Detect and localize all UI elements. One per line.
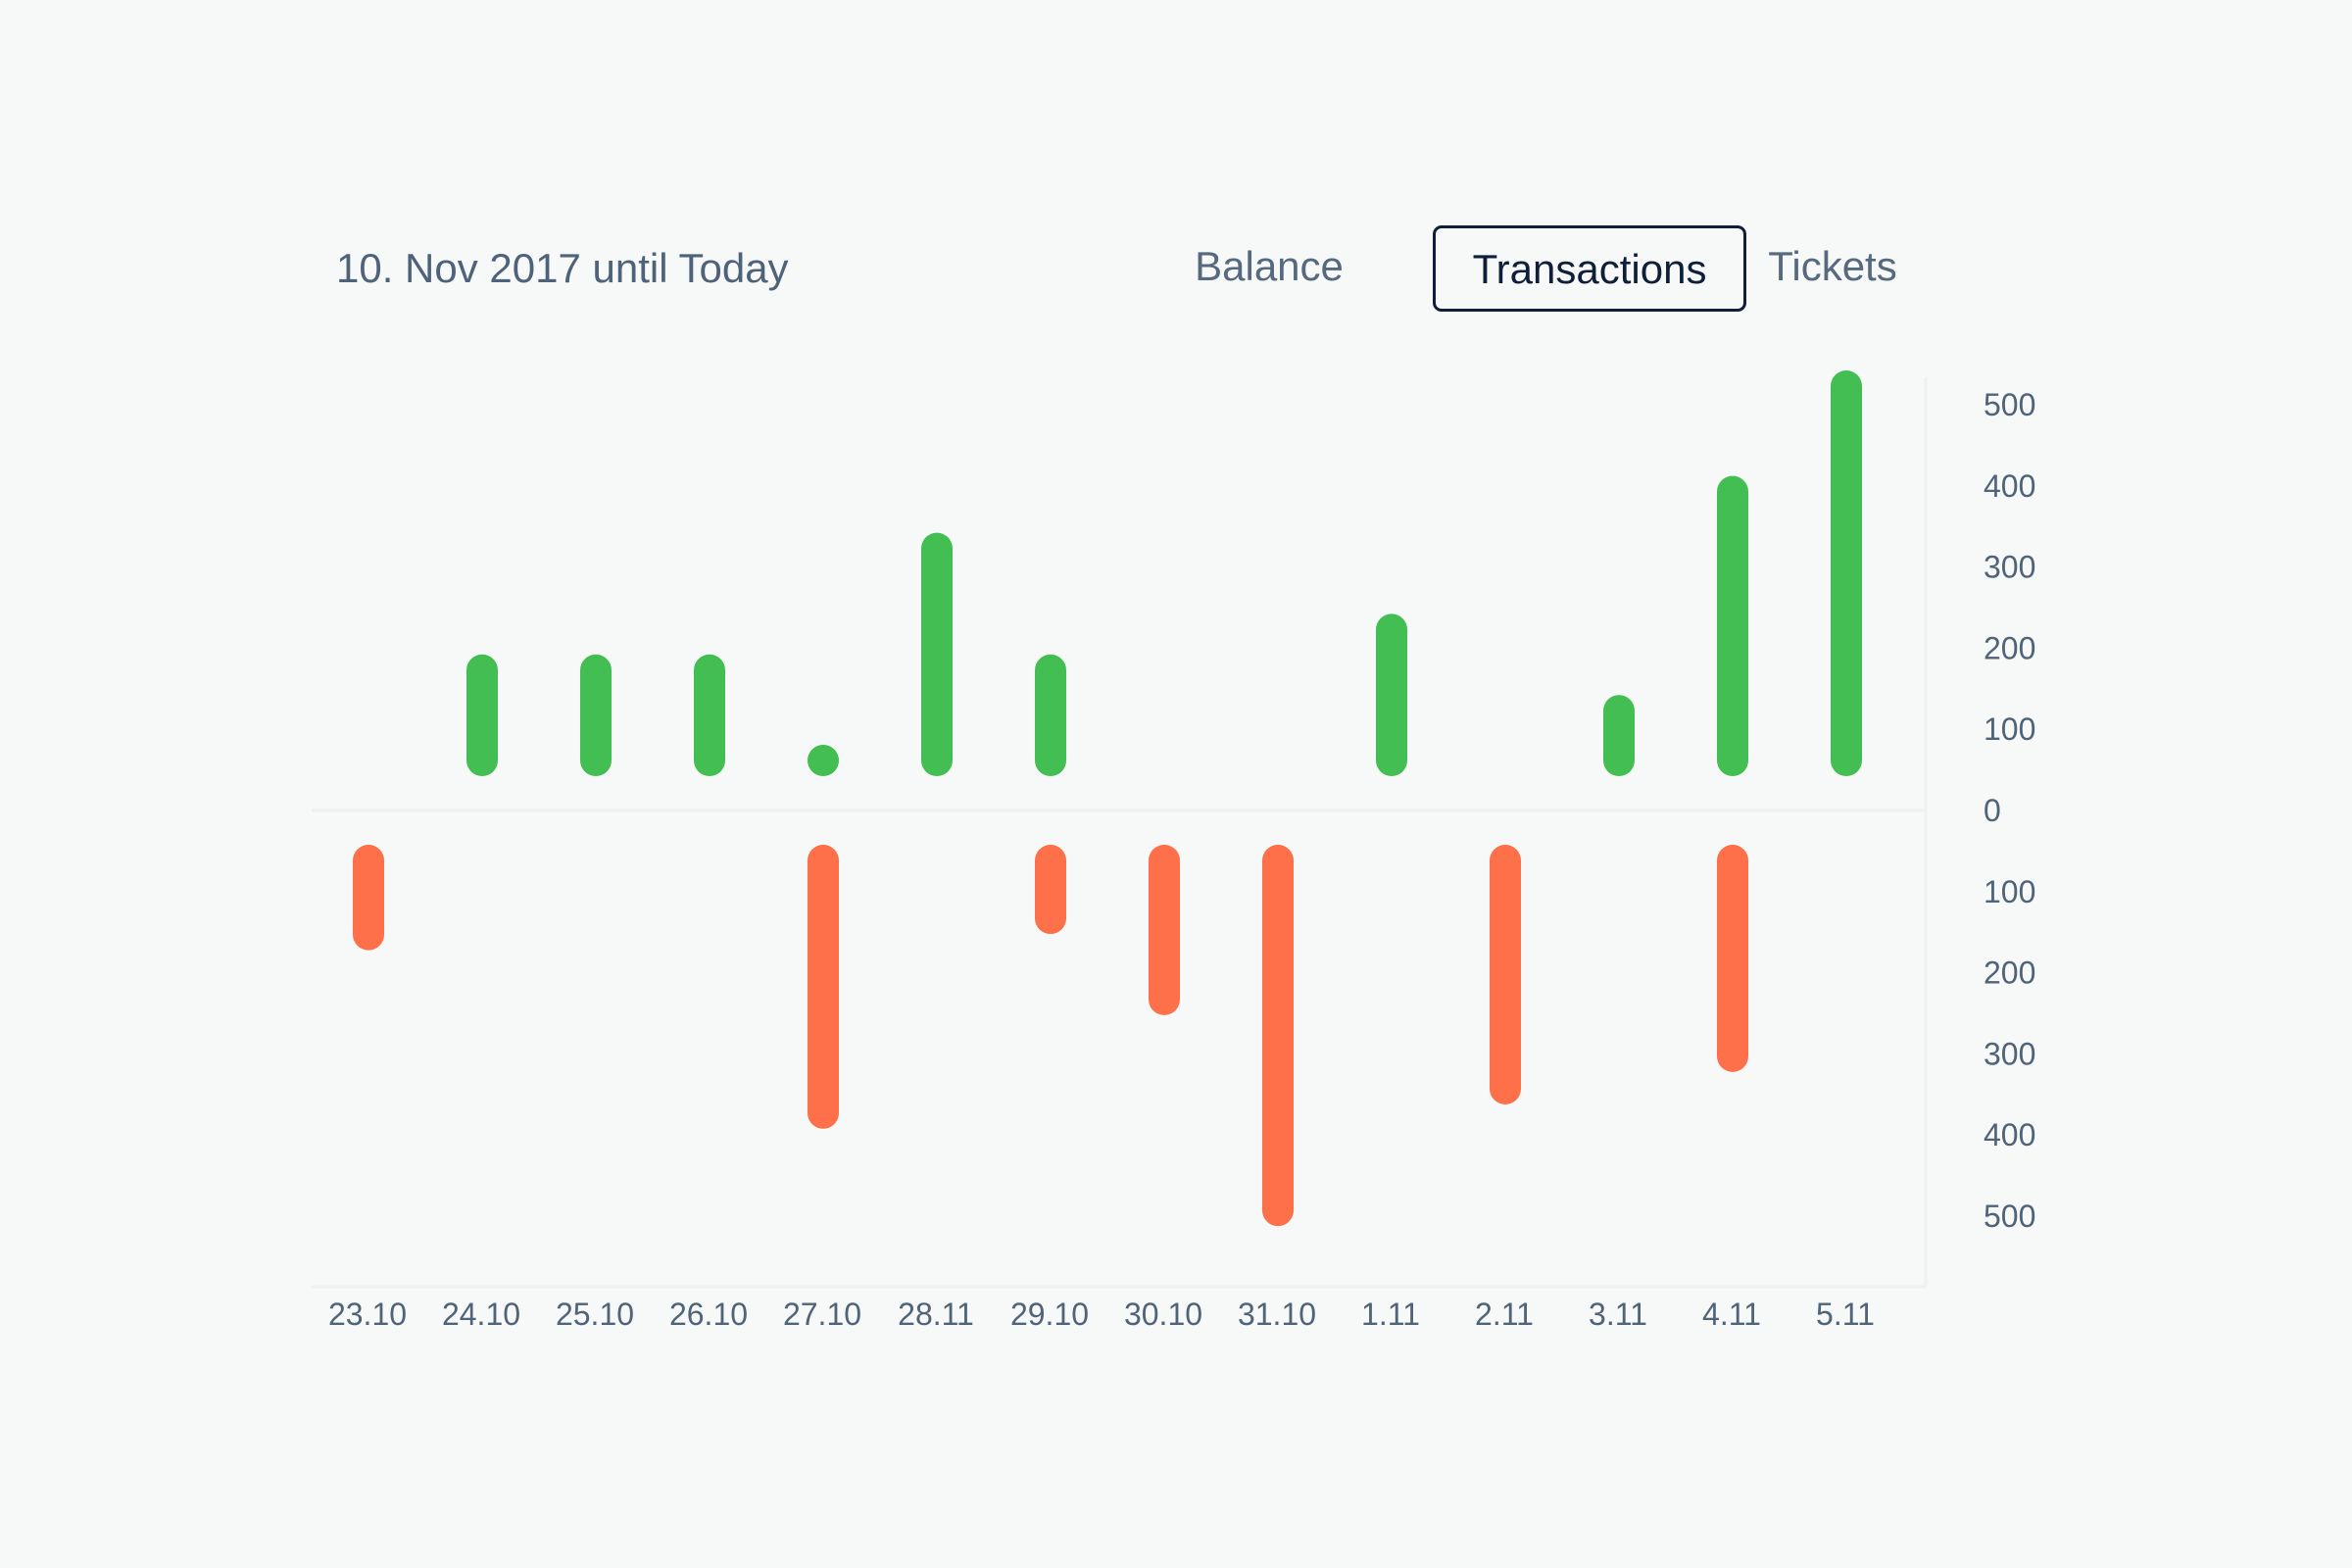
y-tick-label: 500 bbox=[1984, 1199, 2035, 1234]
bar-negative bbox=[1035, 845, 1066, 935]
x-tick-label: 23.10 bbox=[328, 1297, 407, 1332]
x-tick-label: 28.11 bbox=[898, 1297, 974, 1332]
x-tick-label: 4.11 bbox=[1702, 1297, 1761, 1332]
x-tick-label: 5.11 bbox=[1816, 1297, 1875, 1332]
tab-tickets[interactable]: Tickets bbox=[1768, 243, 1897, 289]
x-tick-label: 31.10 bbox=[1238, 1297, 1316, 1332]
tab-balance[interactable]: Balance bbox=[1195, 243, 1344, 289]
y-tick-label: 300 bbox=[1984, 550, 2035, 585]
x-tick-label: 3.11 bbox=[1589, 1297, 1647, 1332]
y-tick-label: 100 bbox=[1984, 711, 2035, 747]
y-tick-label: 0 bbox=[1984, 793, 2001, 828]
bar-positive bbox=[1603, 695, 1635, 776]
y-tick-label: 400 bbox=[1984, 468, 2035, 504]
y-tick-label: 100 bbox=[1984, 874, 2035, 909]
bar-negative bbox=[1490, 845, 1521, 1104]
bar-positive bbox=[466, 654, 498, 776]
bar-positive bbox=[921, 532, 953, 776]
date-range-label: 10. Nov 2017 until Today bbox=[336, 245, 789, 291]
bar-negative bbox=[1262, 845, 1294, 1227]
bar-positive bbox=[808, 745, 839, 776]
x-tick-label: 2.11 bbox=[1475, 1297, 1534, 1332]
x-tick-label: 27.10 bbox=[783, 1297, 861, 1332]
y-tick-label: 300 bbox=[1984, 1036, 2035, 1071]
y-tick-label: 200 bbox=[1984, 956, 2035, 991]
bar-negative bbox=[1149, 845, 1180, 1015]
x-tick-label: 26.10 bbox=[669, 1297, 748, 1332]
bar-positive bbox=[580, 654, 612, 776]
x-tick-label: 1.11 bbox=[1361, 1297, 1420, 1332]
bar-positive bbox=[1035, 654, 1066, 776]
x-tick-label: 24.10 bbox=[442, 1297, 520, 1332]
y-tick-label: 400 bbox=[1984, 1117, 2035, 1152]
bar-negative bbox=[1717, 845, 1748, 1072]
y-tick-label: 500 bbox=[1984, 387, 2035, 422]
bar-positive bbox=[1831, 370, 1862, 776]
x-tick-label: 30.10 bbox=[1124, 1297, 1202, 1332]
x-tick-label: 29.10 bbox=[1010, 1297, 1089, 1332]
bar-negative bbox=[808, 845, 839, 1129]
bar-positive bbox=[1376, 613, 1407, 776]
bar-negative bbox=[353, 845, 384, 951]
bar-positive bbox=[1717, 475, 1748, 776]
x-tick-label: 25.10 bbox=[556, 1297, 634, 1332]
tab-transactions[interactable]: Transactions bbox=[1433, 225, 1746, 312]
bar-positive bbox=[694, 654, 725, 776]
y-tick-label: 200 bbox=[1984, 630, 2035, 665]
